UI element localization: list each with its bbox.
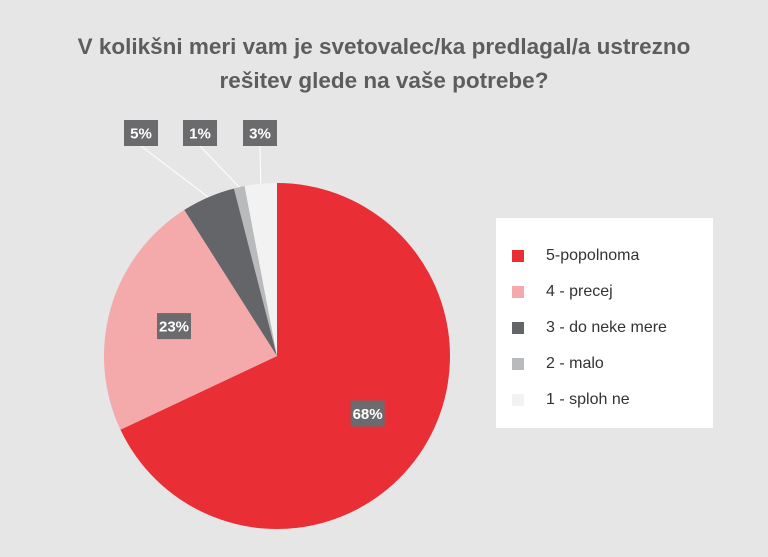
data-label-box-1 — [350, 400, 385, 427]
legend-swatch-4 — [512, 358, 524, 370]
leader-line-5 — [259, 145, 262, 184]
data-label-2: 23% — [159, 319, 189, 336]
data-label-4: 1% — [189, 126, 211, 143]
pie-slice-3 — [184, 188, 277, 356]
chart-legend: 5-popolnoma 4 - precej 3 - do neke mere 2 -… — [496, 218, 713, 428]
legend-item-3: 3 - do neke mere — [512, 318, 667, 338]
leader-line-4 — [199, 145, 240, 188]
chart-title: V kolikšni meri vam je svetovalec/ka pre… — [0, 30, 768, 98]
pie-slice-1 — [120, 183, 450, 529]
legend-swatch-3 — [512, 322, 524, 334]
pie-slice-4 — [233, 186, 277, 356]
legend-swatch-5 — [512, 394, 524, 406]
legend-label-4: 2 - malo — [546, 355, 604, 372]
data-label-3: 5% — [130, 126, 152, 143]
data-label-box-4 — [183, 120, 217, 146]
data-label-1: 68% — [353, 406, 383, 423]
legend-label-3: 3 - do neke mere — [546, 319, 667, 336]
leader-line-3 — [140, 145, 209, 198]
legend-swatch-2 — [512, 286, 524, 298]
data-label-box-3 — [124, 120, 158, 146]
legend-item-5: 1 - sploh ne — [512, 390, 630, 410]
legend-swatch-1 — [512, 250, 524, 262]
data-label-box-5 — [243, 120, 277, 146]
pie-slice-5 — [244, 183, 277, 356]
chart-title-line-1: V kolikšni meri vam je svetovalec/ka pre… — [77, 34, 691, 59]
legend-item-2: 4 - precej — [512, 282, 613, 302]
data-label-5: 3% — [249, 126, 271, 143]
data-label-box-2 — [157, 313, 191, 340]
legend-label-2: 4 - precej — [546, 283, 613, 300]
legend-item-1: 5-popolnoma — [512, 246, 639, 266]
legend-item-4: 2 - malo — [512, 354, 604, 374]
legend-label-1: 5-popolnoma — [546, 247, 640, 264]
chart-title-line-2: rešitev glede na vaše potrebe? — [219, 68, 549, 93]
legend-label-5: 1 - sploh ne — [546, 391, 630, 408]
